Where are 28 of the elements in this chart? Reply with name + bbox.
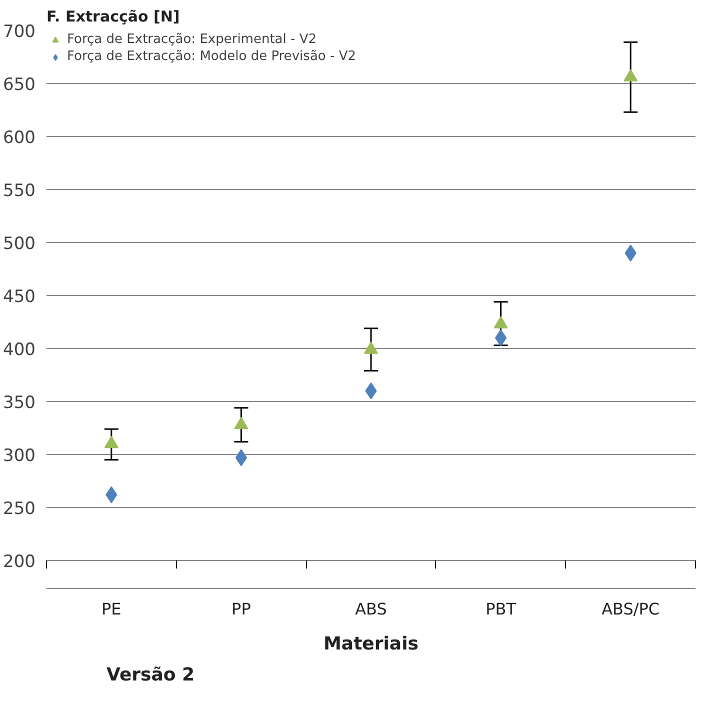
point xyxy=(624,69,638,82)
y-tick-label: 200 xyxy=(3,552,36,572)
x-tick-label: PP xyxy=(232,600,252,618)
point xyxy=(494,329,507,346)
x-tick-label: ABS xyxy=(355,600,387,618)
point xyxy=(104,436,118,448)
y-tick-label: 450 xyxy=(3,287,36,307)
y-tick-label: 300 xyxy=(3,446,36,466)
x-axis-title: Materiais xyxy=(324,634,418,654)
y-tick-label: 400 xyxy=(3,340,36,360)
y-tick-label: 250 xyxy=(3,499,36,519)
point xyxy=(234,416,248,430)
text: Versão 2 xyxy=(106,664,195,686)
y-tick-label: 650 xyxy=(3,75,36,95)
legend-label: Força de Extracção: Modelo de Previsão - V2 xyxy=(67,49,356,64)
y-tick-label: 500 xyxy=(3,234,36,254)
point xyxy=(494,316,508,328)
y-axis-title: F. Extracção [N] xyxy=(46,8,180,26)
y-tick-label: 600 xyxy=(3,128,36,148)
x-tick-label: ABS/PC xyxy=(602,600,660,618)
point xyxy=(364,342,378,354)
y-tick-label: 350 xyxy=(3,393,36,413)
x-tick-label: PE xyxy=(102,600,122,618)
x-tick-label: PBT xyxy=(486,600,516,618)
point xyxy=(235,449,248,466)
legend-label: Força de Extracção: Experimental - V2 xyxy=(67,32,317,47)
y-tick-label: 550 xyxy=(3,181,36,201)
y-tick-label: 700 xyxy=(3,22,36,42)
